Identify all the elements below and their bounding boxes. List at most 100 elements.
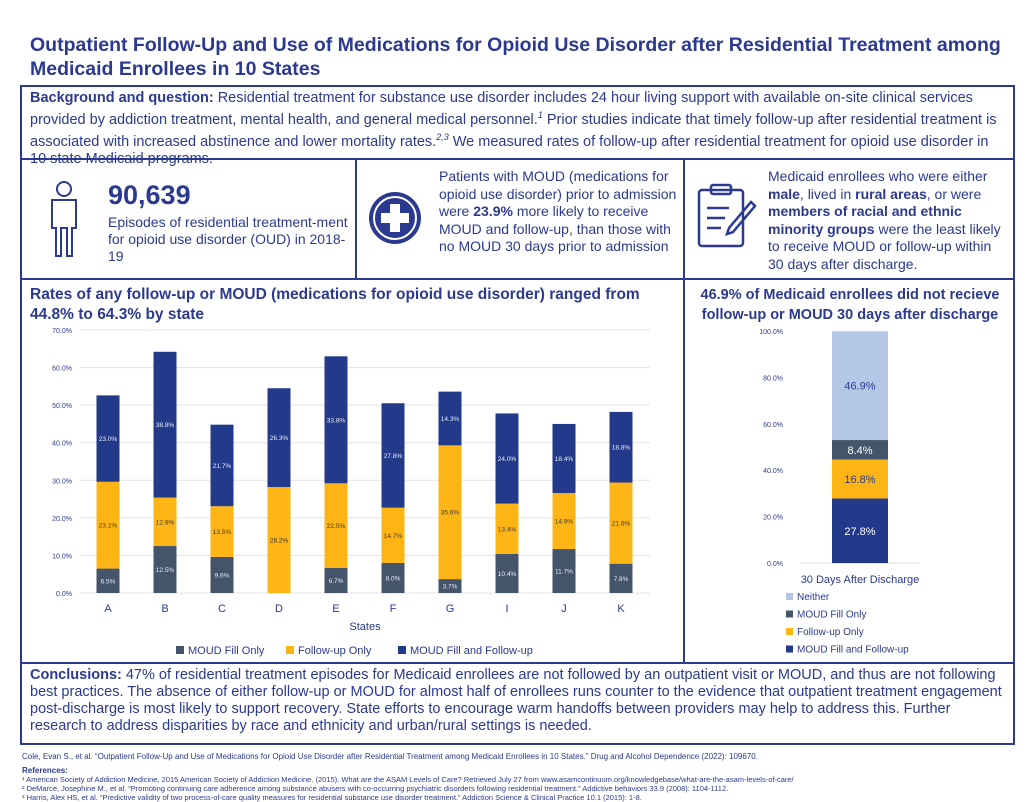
data-label: 0.0% [272, 591, 287, 598]
y-tick-label: 0.0% [767, 561, 783, 568]
disparities-text: Medicaid enrollees who were either male,… [768, 168, 1001, 272]
bar-segment [267, 388, 291, 488]
legend-swatch [786, 628, 793, 635]
y-tick-label: 10.0% [52, 553, 72, 560]
data-label: 35.6% [441, 510, 460, 517]
bar-segment [153, 546, 177, 593]
y-tick-label: 20.0% [763, 515, 783, 522]
bar-segment [96, 481, 120, 569]
bar-segment [153, 351, 177, 498]
legend-swatch [786, 593, 793, 600]
episodes-text: Episodes of residential treatment-ment f… [108, 214, 348, 264]
x-tick-label: E [332, 603, 339, 615]
data-label: 28.2% [270, 538, 289, 545]
reference-item: ¹ American Society of Addiction Medicine… [22, 775, 794, 784]
bar-segment [832, 498, 888, 563]
legend-label: Neither [797, 592, 830, 603]
x-tick-label: C [218, 603, 226, 615]
x-axis-title: States [349, 621, 381, 633]
data-label: 13.4% [498, 526, 517, 533]
legend-label: MOUD Fill Only [188, 645, 265, 657]
bar-segment [381, 562, 405, 593]
data-label: 14.3% [441, 416, 460, 423]
moud-prior-text: Patients with MOUD (medications for opio… [439, 168, 677, 254]
bar-segment [552, 549, 576, 593]
data-label: 26.3% [270, 435, 289, 442]
data-label: 10.4% [498, 571, 517, 578]
bar-segment [438, 445, 462, 580]
x-tick-label: I [505, 603, 508, 615]
conclusions-text: 47% of residential treatment episodes fo… [30, 667, 1002, 734]
legend-label: Follow-up Only [298, 645, 372, 657]
conclusions-label: Conclusions: [30, 667, 122, 683]
x-tick-label: G [446, 603, 455, 615]
data-label: 7.8% [614, 576, 629, 583]
data-label: 27.8% [844, 526, 875, 538]
data-label: 33.8% [327, 417, 346, 424]
legend-label: MOUD Fill Only [797, 610, 866, 621]
person-icon [51, 181, 77, 257]
data-label: 38.8% [156, 422, 175, 429]
data-label: 21.6% [612, 521, 631, 528]
legend-label: MOUD Fill and Follow-up [797, 645, 909, 656]
data-label: 9.6% [215, 572, 230, 579]
x-tick-label: A [104, 603, 112, 615]
y-tick-label: 40.0% [763, 468, 783, 475]
state-chart-title: Rates of any follow-up or MOUD (medicati… [30, 286, 640, 323]
data-label: 6.7% [329, 578, 344, 585]
episodes-number: 90,639 [108, 180, 191, 210]
y-tick-label: 20.0% [52, 516, 72, 523]
reference-item: ² DeMarce, Josephine M., et al. “Promoti… [22, 784, 729, 793]
bar-segment [438, 391, 462, 446]
legend-swatch [398, 646, 406, 654]
y-tick-label: 60.0% [763, 422, 783, 429]
legend-swatch [286, 646, 294, 654]
data-label: 14.7% [384, 533, 403, 540]
data-label: 3.7% [443, 584, 458, 591]
bar-segment [609, 482, 633, 564]
medical-cross-icon [369, 192, 421, 244]
y-tick-label: 40.0% [52, 441, 72, 448]
reference-item: ³ Harris, Alex HS, et al. “Predictive va… [22, 793, 642, 802]
bar-segment [324, 483, 348, 568]
data-label: 12.5% [156, 567, 175, 574]
bar-segment [96, 395, 120, 482]
data-label: 24.0% [498, 456, 517, 463]
legend-swatch [786, 610, 793, 618]
bar-segment [96, 568, 120, 593]
background-section: Background and question: Residential tre… [20, 85, 1015, 167]
x-tick-label: F [390, 603, 397, 615]
bar-segment [609, 563, 633, 593]
data-label: 27.8% [384, 453, 403, 460]
legend-label: Follow-up Only [797, 627, 864, 638]
clipboard-pen-icon [697, 183, 757, 248]
bar-segment [832, 440, 888, 460]
moud-prior-panel: Patients with MOUD (medications for opio… [355, 158, 685, 280]
data-label: 23.1% [99, 523, 118, 530]
x-tick-label: B [161, 603, 168, 615]
bar-segment [609, 411, 633, 483]
data-label: 8.4% [847, 445, 872, 457]
x-tick-label: J [561, 603, 567, 615]
background-text: Residential treatment for substance use … [30, 90, 973, 128]
y-tick-label: 0.0% [56, 591, 72, 598]
citation: Cole, Evan S., et al. “Outpatient Follow… [22, 752, 758, 761]
bar-segment [210, 556, 234, 593]
data-label: 13.5% [213, 529, 232, 536]
y-tick-label: 100.0% [759, 329, 783, 336]
conclusions-section: Conclusions: 47% of residential treatmen… [20, 662, 1015, 745]
bar-segment [381, 403, 405, 508]
bar-segment [832, 331, 888, 441]
data-label: 18.8% [612, 445, 631, 452]
data-label: 18.4% [555, 456, 574, 463]
bar-segment [210, 506, 234, 557]
data-label: 23.0% [99, 436, 118, 443]
legend-swatch [786, 645, 793, 653]
x-tick-label: 30 Days After Discharge [801, 574, 920, 586]
background-label: Background and question: [30, 90, 214, 106]
data-label: 8.0% [386, 575, 401, 582]
page-title: Outpatient Follow-Up and Use of Medicati… [30, 34, 1001, 80]
footnote-1: 1 [537, 110, 543, 120]
y-tick-label: 80.0% [763, 375, 783, 382]
